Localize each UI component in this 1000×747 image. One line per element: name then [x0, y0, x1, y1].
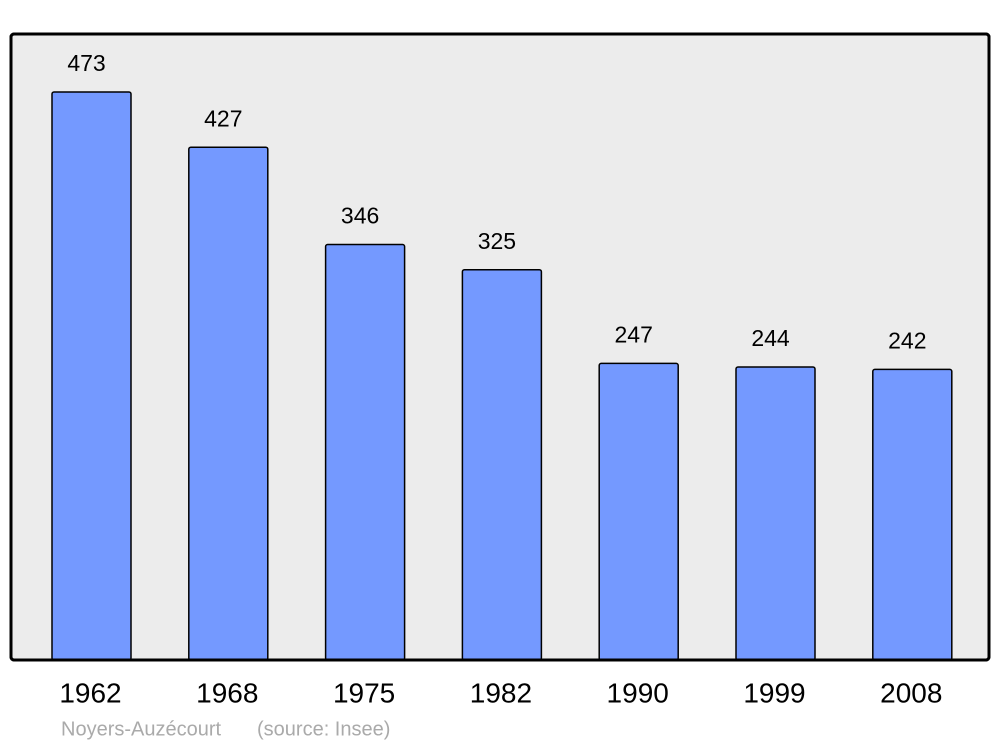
- bar: [51, 91, 132, 661]
- x-tick-label: 1990: [607, 677, 669, 708]
- caption: Noyers-Auzécourt: [61, 718, 222, 740]
- x-tick-label: 1999: [743, 677, 805, 708]
- x-tick-label: 1968: [196, 677, 258, 708]
- bar: [598, 362, 679, 661]
- bar: [735, 366, 816, 661]
- bar: [872, 368, 953, 661]
- bar: [324, 243, 406, 661]
- value-label: 346: [341, 203, 379, 229]
- x-tick-label: 1962: [59, 677, 121, 708]
- plot-frame-outline: [9, 32, 991, 662]
- value-label: 473: [67, 50, 105, 76]
- value-label: 247: [615, 321, 653, 347]
- source: (source: Insee): [257, 718, 390, 740]
- value-label: 242: [888, 327, 926, 353]
- x-tick-label: 1975: [333, 677, 395, 708]
- x-tick-label: 2008: [880, 677, 942, 708]
- bar: [461, 268, 543, 661]
- value-label: 244: [751, 325, 790, 351]
- x-tick-label: 1982: [470, 677, 532, 708]
- value-label: 427: [204, 105, 242, 131]
- bar: [188, 146, 269, 661]
- value-label: 325: [478, 228, 516, 254]
